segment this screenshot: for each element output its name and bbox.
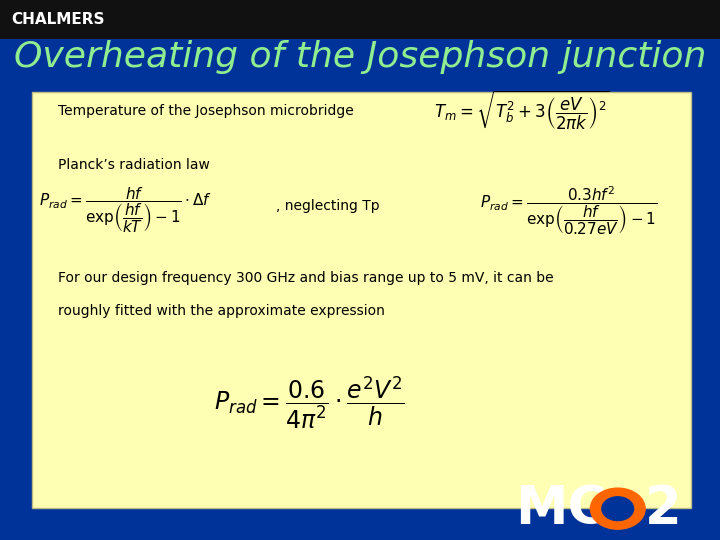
Text: Overheating of the Josephson junction: Overheating of the Josephson junction — [14, 40, 706, 73]
Circle shape — [590, 488, 645, 529]
FancyBboxPatch shape — [0, 0, 720, 39]
Text: $P_{rad} = \dfrac{0.3hf^2}{\exp\!\left(\dfrac{hf}{0.27eV}\right)-1}$: $P_{rad} = \dfrac{0.3hf^2}{\exp\!\left(\… — [480, 184, 657, 237]
Text: Temperature of the Josephson microbridge: Temperature of the Josephson microbridge — [58, 104, 354, 118]
Text: Planck’s radiation law: Planck’s radiation law — [58, 158, 210, 172]
Text: 2: 2 — [644, 483, 681, 535]
Text: $P_{rad} = \dfrac{0.6}{4\pi^2}\cdot\dfrac{e^2 V^2}{h}$: $P_{rad} = \dfrac{0.6}{4\pi^2}\cdot\dfra… — [215, 374, 405, 431]
Text: For our design frequency 300 GHz and bias range up to 5 mV, it can be: For our design frequency 300 GHz and bia… — [58, 271, 553, 285]
FancyBboxPatch shape — [32, 92, 691, 508]
Text: $T_m = \sqrt{T_b^2 + 3\left(\dfrac{eV}{2\pi k}\right)^2}$: $T_m = \sqrt{T_b^2 + 3\left(\dfrac{eV}{2… — [434, 89, 610, 132]
Text: , neglecting Tp: , neglecting Tp — [276, 199, 379, 213]
Text: $P_{rad} = \dfrac{hf}{\exp\!\left(\dfrac{hf}{kT}\right)-1}\cdot\Delta f$: $P_{rad} = \dfrac{hf}{\exp\!\left(\dfrac… — [40, 186, 212, 235]
Text: CHALMERS: CHALMERS — [11, 12, 104, 27]
Text: roughly fitted with the approximate expression: roughly fitted with the approximate expr… — [58, 303, 384, 318]
Circle shape — [602, 497, 634, 521]
Text: MC: MC — [515, 483, 606, 535]
